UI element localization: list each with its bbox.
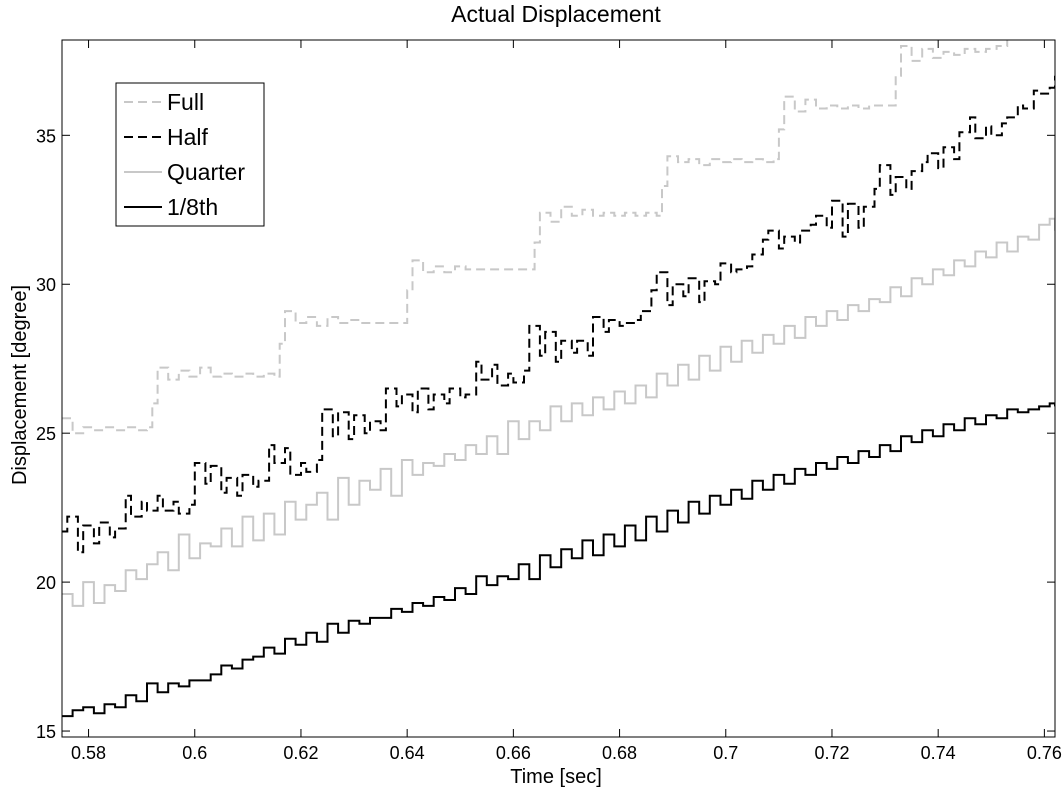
legend-label: Half [167, 124, 209, 150]
series-layer [62, 40, 1055, 718]
x-tick-label: 0.6 [182, 743, 207, 763]
series-line-3 [62, 402, 1055, 718]
y-tick-label: 15 [36, 722, 56, 742]
x-tick-label: 0.64 [390, 743, 425, 763]
x-tick-label: 0.74 [921, 743, 956, 763]
x-tick-label: 0.68 [602, 743, 637, 763]
y-axis-label: Displacement [degree] [9, 285, 31, 485]
y-tick-label: 20 [36, 573, 56, 593]
y-tick-label: 30 [36, 275, 56, 295]
x-tick-label: 0.66 [496, 743, 531, 763]
plot-area-frame [61, 39, 1056, 738]
x-tick-label: 0.72 [814, 743, 849, 763]
x-tick-label: 0.76 [1027, 743, 1062, 763]
x-tick-label: 0.62 [283, 743, 318, 763]
legend-label: Full [167, 89, 204, 115]
series-line-2 [62, 217, 1055, 607]
legend: Full Half Quarter 1/8th [115, 82, 265, 227]
x-axis-label: Time [sec] [510, 766, 602, 788]
axis-ticks: 0.58 0.6 0.62 0.64 0.66 0.68 0.7 0.72 0.74 0.76 15… [36, 40, 1062, 763]
y-tick-label: 25 [36, 424, 56, 444]
x-tick-label: 0.58 [71, 743, 106, 763]
x-tick-label: 0.7 [713, 743, 738, 763]
y-tick-label: 35 [36, 126, 56, 146]
legend-box [115, 82, 265, 227]
legend-label: 1/8th [167, 194, 218, 220]
series-line-1 [62, 75, 1055, 554]
legend-label: Quarter [167, 159, 245, 185]
chart-title: Actual Displacement [451, 1, 661, 27]
